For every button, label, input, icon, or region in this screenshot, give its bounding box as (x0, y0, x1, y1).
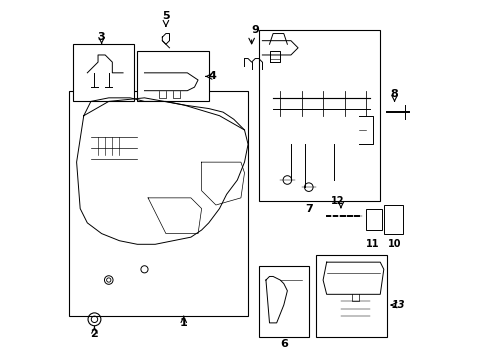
Bar (69, 91, 247, 316)
Text: 4: 4 (208, 71, 216, 81)
Bar (315, 255, 386, 337)
Bar (258, 266, 308, 337)
Text: 10: 10 (387, 239, 401, 249)
Text: 5: 5 (162, 11, 169, 21)
Text: 2: 2 (90, 329, 98, 339)
Text: 6: 6 (279, 339, 287, 349)
Text: 12: 12 (330, 197, 344, 206)
Bar (383, 205, 403, 234)
Bar (258, 30, 380, 202)
Text: 13: 13 (390, 300, 404, 310)
Bar (137, 51, 208, 102)
Bar (365, 208, 381, 230)
Text: 11: 11 (366, 239, 379, 249)
Text: 8: 8 (390, 89, 398, 99)
Text: 7: 7 (305, 203, 312, 213)
Text: 1: 1 (180, 318, 187, 328)
Bar (73, 44, 134, 102)
Text: 9: 9 (251, 25, 259, 35)
Text: 3: 3 (98, 32, 105, 42)
